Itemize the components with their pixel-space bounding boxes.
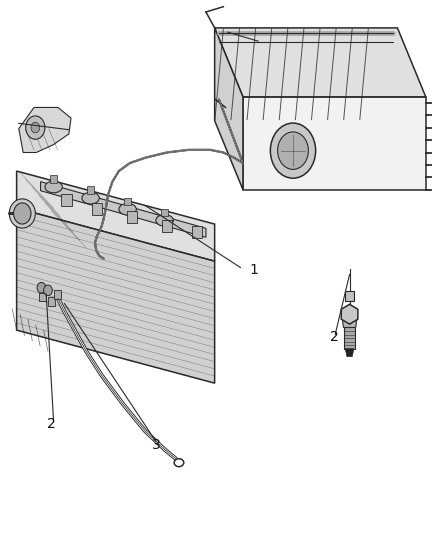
- Polygon shape: [215, 28, 426, 97]
- Circle shape: [14, 203, 31, 224]
- Polygon shape: [341, 304, 358, 324]
- Bar: [87, 187, 94, 194]
- Circle shape: [26, 116, 45, 139]
- Circle shape: [44, 285, 52, 296]
- Text: 3: 3: [152, 439, 160, 453]
- Polygon shape: [19, 108, 71, 152]
- Bar: [48, 297, 55, 306]
- Bar: [50, 175, 57, 183]
- Circle shape: [270, 123, 316, 178]
- Bar: [53, 290, 60, 299]
- Bar: [127, 212, 137, 223]
- Bar: [161, 209, 168, 216]
- Ellipse shape: [156, 215, 173, 226]
- Ellipse shape: [9, 199, 35, 228]
- Bar: [92, 204, 102, 215]
- Ellipse shape: [82, 192, 99, 204]
- Ellipse shape: [45, 181, 62, 193]
- Polygon shape: [345, 349, 354, 357]
- Ellipse shape: [119, 204, 136, 215]
- Polygon shape: [243, 97, 426, 190]
- Bar: [39, 293, 46, 302]
- Bar: [124, 198, 131, 205]
- Circle shape: [278, 132, 308, 169]
- Bar: [344, 327, 355, 349]
- Polygon shape: [17, 171, 215, 261]
- Polygon shape: [17, 208, 215, 383]
- Text: 2: 2: [47, 417, 56, 431]
- Bar: [162, 220, 172, 231]
- Ellipse shape: [174, 459, 184, 467]
- Bar: [61, 195, 72, 206]
- Polygon shape: [342, 314, 357, 327]
- Circle shape: [31, 122, 40, 133]
- Polygon shape: [41, 182, 206, 237]
- Polygon shape: [215, 28, 243, 190]
- Circle shape: [37, 282, 46, 293]
- Text: 1: 1: [250, 263, 258, 278]
- Bar: [345, 292, 354, 301]
- Text: 2: 2: [330, 330, 339, 344]
- Bar: [192, 226, 202, 238]
